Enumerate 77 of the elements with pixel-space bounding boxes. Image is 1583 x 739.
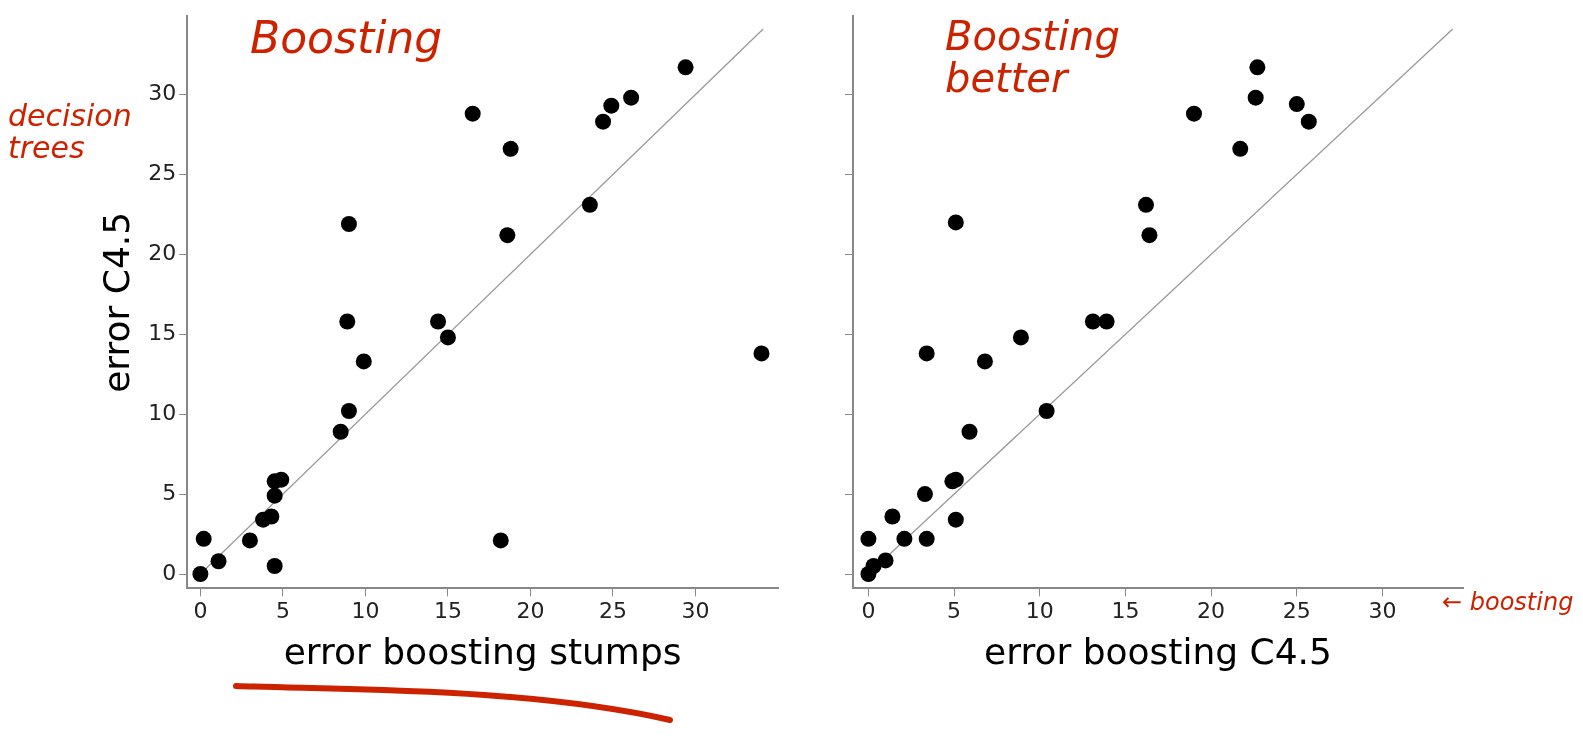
point	[1084, 313, 1101, 330]
point	[877, 552, 894, 569]
x-tick-label: 30	[1368, 598, 1397, 624]
point	[1249, 59, 1266, 76]
x-axis-title: error boosting C4.5	[984, 630, 1332, 672]
point	[241, 532, 258, 549]
x-tick-label: 15	[433, 598, 462, 624]
point	[332, 423, 349, 440]
point	[753, 345, 770, 362]
point	[502, 140, 519, 157]
point	[266, 487, 283, 504]
point	[430, 313, 447, 330]
annotation: Boosting	[250, 12, 443, 63]
point	[499, 227, 516, 244]
point	[1038, 402, 1055, 419]
x-axis-title: error boosting stumps	[283, 630, 682, 672]
y-tick-label: 15	[148, 319, 177, 345]
y-tick-label: 0	[162, 559, 177, 585]
point	[439, 329, 456, 346]
point	[195, 530, 212, 547]
x-tick-label: 0	[861, 598, 876, 624]
point	[623, 89, 640, 106]
point	[884, 508, 901, 525]
y-tick-label: 30	[148, 80, 177, 106]
point	[263, 508, 280, 525]
x-tick-label: 10	[351, 598, 380, 624]
y-tick-label: 10	[148, 399, 177, 425]
point	[918, 345, 935, 362]
point	[860, 530, 877, 547]
point	[1185, 105, 1202, 122]
annotation: ← boosting	[1442, 588, 1574, 616]
point	[1300, 113, 1317, 130]
point	[1012, 329, 1029, 346]
point	[273, 471, 290, 488]
x-tick-label: 5	[275, 598, 290, 624]
point	[1138, 196, 1155, 213]
x-tick-label: 25	[598, 598, 627, 624]
point	[192, 566, 209, 583]
point	[595, 113, 612, 130]
x-tick-label: 20	[516, 598, 545, 624]
point	[492, 532, 509, 549]
point	[865, 558, 882, 575]
y-axis-title: error C4.5	[95, 211, 137, 393]
point	[896, 530, 913, 547]
y-tick-label: 5	[162, 479, 177, 505]
annotation: Boosting better	[945, 13, 1120, 101]
point	[1141, 227, 1158, 244]
point	[947, 214, 964, 231]
point	[961, 423, 978, 440]
x-tick-label: 10	[1025, 598, 1054, 624]
point	[266, 558, 283, 575]
x-tick-label: 5	[947, 598, 962, 624]
x-tick-label: 20	[1197, 598, 1226, 624]
point	[581, 196, 598, 213]
point	[603, 97, 620, 114]
point	[1247, 89, 1264, 106]
y-tick-label: 25	[148, 160, 177, 186]
point	[340, 402, 357, 419]
point	[339, 313, 356, 330]
point	[210, 553, 227, 570]
x-tick-label: 15	[1111, 598, 1140, 624]
point	[355, 353, 372, 370]
point	[947, 511, 964, 528]
point	[1098, 313, 1115, 330]
point	[677, 59, 694, 76]
x-tick-label: 30	[681, 598, 710, 624]
x-tick-label: 0	[193, 598, 208, 624]
point	[340, 215, 357, 232]
y-tick-label: 20	[148, 240, 177, 266]
x-tick-label: 25	[1282, 598, 1311, 624]
text: decision trees	[8, 98, 133, 165]
point	[464, 105, 481, 122]
point	[916, 486, 933, 503]
point	[1288, 96, 1305, 113]
point	[976, 353, 993, 370]
point	[1232, 140, 1249, 157]
point	[918, 530, 935, 547]
